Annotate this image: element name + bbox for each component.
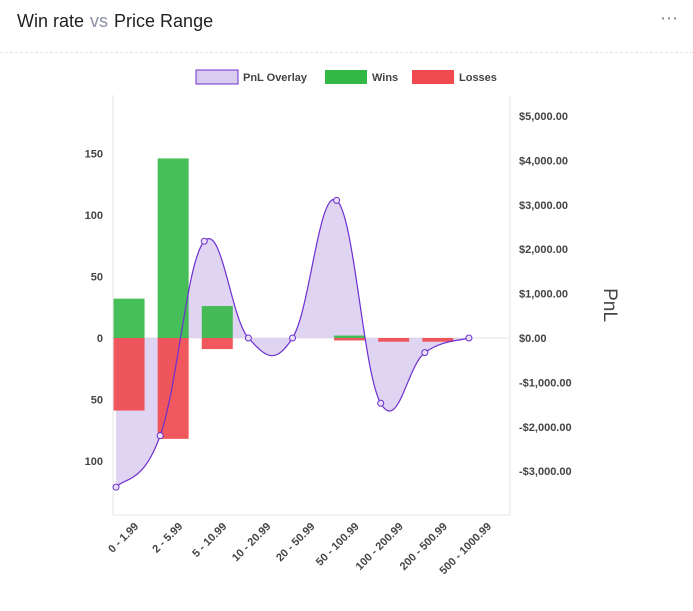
left-axis-tick: 50 [91, 395, 103, 407]
wins-bar [201, 306, 233, 338]
x-axis-tick: 2 - 5.99 [150, 521, 185, 556]
ellipsis-icon[interactable]: ⋯ [660, 8, 679, 28]
pnl-overlay-area [116, 199, 469, 488]
legend-swatch-0 [195, 69, 239, 85]
left-axis-tick: 150 [85, 149, 103, 161]
legend-swatch-2 [412, 70, 454, 84]
right-axis-tick: $3,000.00 [519, 200, 568, 212]
pnl-overlay-point [333, 196, 341, 204]
x-axis-tick: 20 - 50.99 [274, 521, 318, 565]
losses-bar [113, 338, 145, 411]
right-axis-tick: -$3,000.00 [519, 466, 572, 478]
x-axis-tick: 50 - 100.99 [314, 521, 362, 569]
right-axis-tick: -$2,000.00 [519, 422, 572, 434]
wins-bar [157, 158, 189, 338]
losses-bar [422, 338, 454, 342]
x-axis-tick: 5 - 10.99 [190, 521, 229, 560]
x-axis-tick: 0 - 1.99 [106, 521, 141, 556]
losses-bar [378, 338, 410, 342]
left-axis-tick: 50 [91, 272, 103, 284]
right-axis-tick: -$1,000.00 [519, 377, 572, 389]
pnl-overlay-point [112, 483, 120, 491]
pnl-overlay-point [156, 432, 164, 440]
right-axis-tick: $2,000.00 [519, 244, 568, 256]
left-axis-tick: 0 [97, 333, 103, 345]
losses-bar [201, 338, 233, 350]
losses-bar [334, 338, 366, 341]
chart-title: Win rate vs Price Range [17, 11, 213, 32]
pnl-overlay-point [244, 334, 252, 342]
right-axis-tick: $5,000.00 [519, 111, 568, 123]
left-axis-tick: 100 [85, 456, 103, 468]
legend-label-0: PnL Overlay [243, 72, 308, 84]
wins-bar [334, 335, 366, 338]
pnl-overlay-point [200, 237, 208, 245]
losses-bar [157, 338, 189, 439]
right-axis-tick: $1,000.00 [519, 289, 568, 301]
left-axis-tick: 100 [85, 210, 103, 222]
title-left: Win rate [17, 11, 85, 31]
legend-swatch-1 [325, 70, 367, 84]
x-axis-tick: 10 - 20.99 [230, 521, 274, 565]
legend-label-2: Losses [459, 72, 497, 84]
right-axis-tick: $0.00 [519, 333, 547, 345]
pnl-overlay-point [377, 399, 385, 407]
legend-label-1: Wins [372, 72, 398, 84]
pnl-overlay-point [421, 349, 429, 357]
right-axis-tick: $4,000.00 [519, 155, 568, 167]
title-right: Price Range [114, 11, 214, 31]
wins-bar [113, 298, 145, 338]
right-axis-label: PnL [599, 288, 620, 322]
title-vs: vs [90, 11, 109, 31]
pnl-overlay-point [465, 334, 473, 342]
card-header: Win rate vs Price Range ⋯ [0, 0, 693, 53]
pnl-overlay-point [289, 334, 296, 342]
